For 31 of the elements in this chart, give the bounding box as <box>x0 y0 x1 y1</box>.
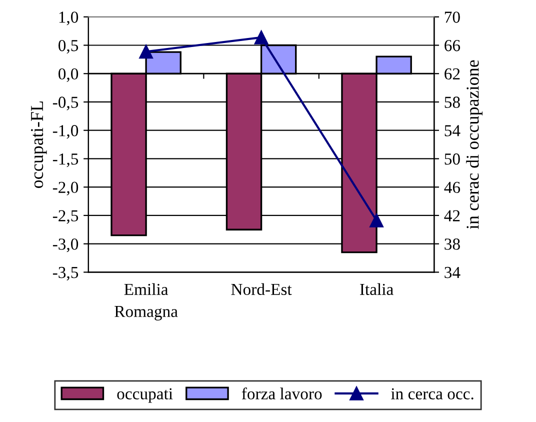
legend-label: occupati <box>117 388 173 403</box>
y2-tick-label: 66 <box>444 40 460 52</box>
y-axis-title: occupati-FL <box>30 102 47 188</box>
legend-label: in cerca occ. <box>391 388 474 400</box>
point <box>254 30 268 44</box>
point <box>139 44 154 59</box>
y-tick-label: -2,5 <box>52 210 78 224</box>
y2-tick-label: 46 <box>444 182 460 194</box>
x-tick-label: Emilia Romagna <box>114 283 178 321</box>
y2-tick-label: 54 <box>444 125 460 136</box>
y2-tick-label: 38 <box>444 238 460 250</box>
y2-tick-label: 70 <box>444 12 460 23</box>
point <box>370 213 384 228</box>
y2-tick-label: 42 <box>444 210 460 222</box>
y-tick-label: -1,5 <box>52 154 78 168</box>
y-tick-label: -1,0 <box>52 125 78 139</box>
y-tick-label: -2,0 <box>52 182 78 196</box>
y-tick-label: 0,0 <box>58 68 78 82</box>
y2-tick-label: 62 <box>444 68 460 80</box>
y2-tick-label: 50 <box>444 153 460 165</box>
legend-label: forza lavoro <box>242 387 322 400</box>
y-tick-label: 0,5 <box>58 40 78 54</box>
y2-tick-label: 58 <box>444 96 460 108</box>
x-tick-label: Italia <box>360 283 394 296</box>
x-tick-label: Nord-Est <box>231 283 292 296</box>
y2-axis-title: in cerac di occupazione <box>466 60 482 230</box>
y-tick-label: -3,5 <box>52 266 78 281</box>
y-tick-label: -3,0 <box>52 238 78 252</box>
y2-tick-label: 34 <box>444 266 460 278</box>
y-tick-label: 1,0 <box>59 12 78 26</box>
y-tick-label: -0,5 <box>52 96 78 110</box>
